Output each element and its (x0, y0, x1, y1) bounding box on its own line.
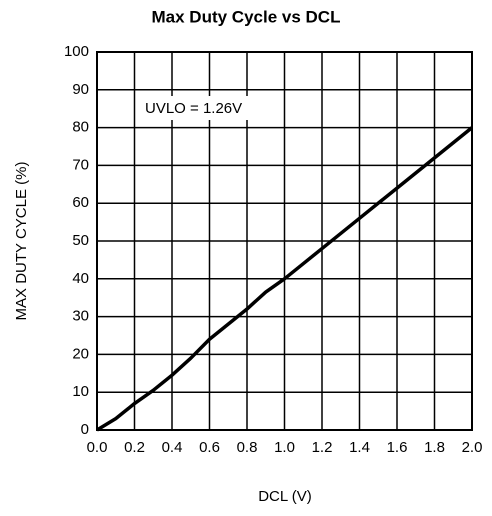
y-tick-label: 10 (72, 383, 89, 400)
y-tick-label: 20 (72, 345, 89, 362)
x-tick-label: 0.2 (124, 439, 145, 456)
y-axis-label: MAX DUTY CYCLE (%) (13, 162, 30, 321)
x-tick-label: 1.4 (349, 439, 370, 456)
y-tick-label: 100 (64, 43, 89, 60)
x-tick-label: 0.0 (87, 439, 108, 456)
y-tick-label: 80 (72, 119, 89, 136)
data-line (96, 126, 474, 432)
x-tick-label: 0.4 (162, 439, 183, 456)
y-tick-label: 30 (72, 308, 89, 325)
x-tick-label: 1.8 (424, 439, 445, 456)
y-tick-label: 50 (72, 232, 89, 249)
y-tick-label: 90 (72, 81, 89, 98)
y-tick-label: 40 (72, 270, 89, 287)
x-tick-label: 0.8 (237, 439, 258, 456)
x-tick-label: 1.2 (312, 439, 333, 456)
plot-frame (96, 51, 473, 431)
x-tick-label: 1.6 (387, 439, 408, 456)
y-tick-label: 0 (81, 421, 89, 438)
x-tick-label: 2.0 (462, 439, 483, 456)
annotation: UVLO = 1.26V (145, 100, 242, 117)
x-tick-label: 1.0 (274, 439, 295, 456)
y-tick-label: 60 (72, 194, 89, 211)
y-tick-label: 70 (72, 156, 89, 173)
x-tick-label: 0.6 (199, 439, 220, 456)
annotation-box (136, 96, 276, 120)
chart-title: Max Duty Cycle vs DCL (152, 7, 341, 26)
x-axis-label: DCL (V) (258, 488, 312, 505)
